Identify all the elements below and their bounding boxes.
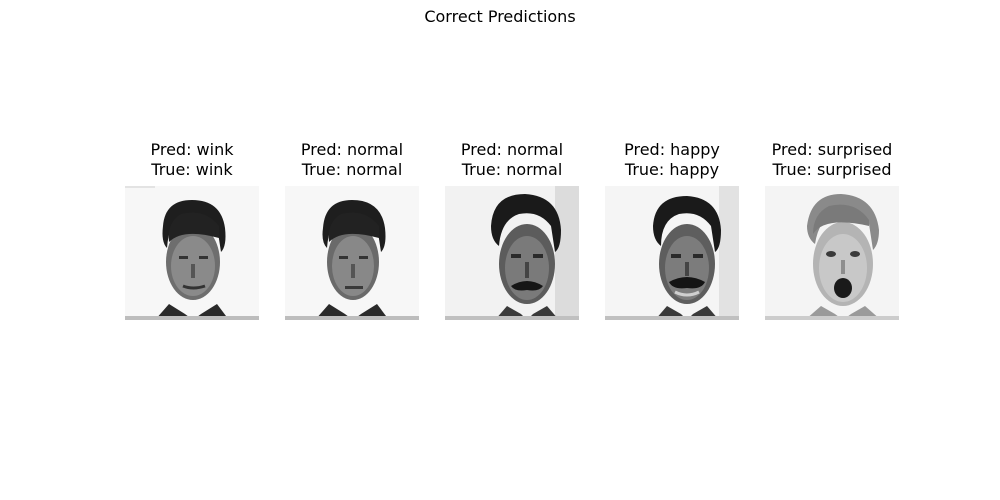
true-label: True: surprised: [772, 160, 892, 179]
pred-label: Pred: happy: [624, 140, 720, 159]
prediction-panel-1: Pred: wink True: wink: [112, 140, 272, 320]
man-dark-hair-face-icon: [285, 186, 419, 320]
pred-label: Pred: wink: [150, 140, 234, 159]
face-image: [125, 186, 259, 320]
panel-title: Pred: normal True: normal: [272, 140, 432, 180]
true-label: True: normal: [461, 160, 563, 179]
face-image: [605, 186, 739, 320]
face-image: [285, 186, 419, 320]
panel-title: Pred: normal True: normal: [432, 140, 592, 180]
man-mustache-face-icon: [605, 186, 739, 320]
panel-title: Pred: happy True: happy: [592, 140, 752, 180]
true-label: True: normal: [301, 160, 403, 179]
panel-title: Pred: surprised True: surprised: [752, 140, 912, 180]
prediction-panel-5: Pred: surprised True: surprised: [752, 140, 912, 320]
face-image: [765, 186, 899, 320]
figure-title: Correct Predictions: [424, 7, 576, 26]
man-mustache-face-icon: [445, 186, 579, 320]
true-label: True: happy: [624, 160, 720, 179]
prediction-panel-3: Pred: normal True: normal: [432, 140, 592, 320]
panel-title: Pred: wink True: wink: [112, 140, 272, 180]
man-dark-hair-face-icon: [125, 186, 259, 320]
true-label: True: wink: [151, 160, 233, 179]
prediction-panel-2: Pred: normal True: normal: [272, 140, 432, 320]
pred-label: Pred: normal: [300, 140, 404, 159]
man-surprised-face-icon: [765, 186, 899, 320]
face-image: [445, 186, 579, 320]
pred-label: Pred: normal: [460, 140, 564, 159]
prediction-panel-4: Pred: happy True: happy: [592, 140, 752, 320]
pred-label: Pred: surprised: [771, 140, 893, 159]
